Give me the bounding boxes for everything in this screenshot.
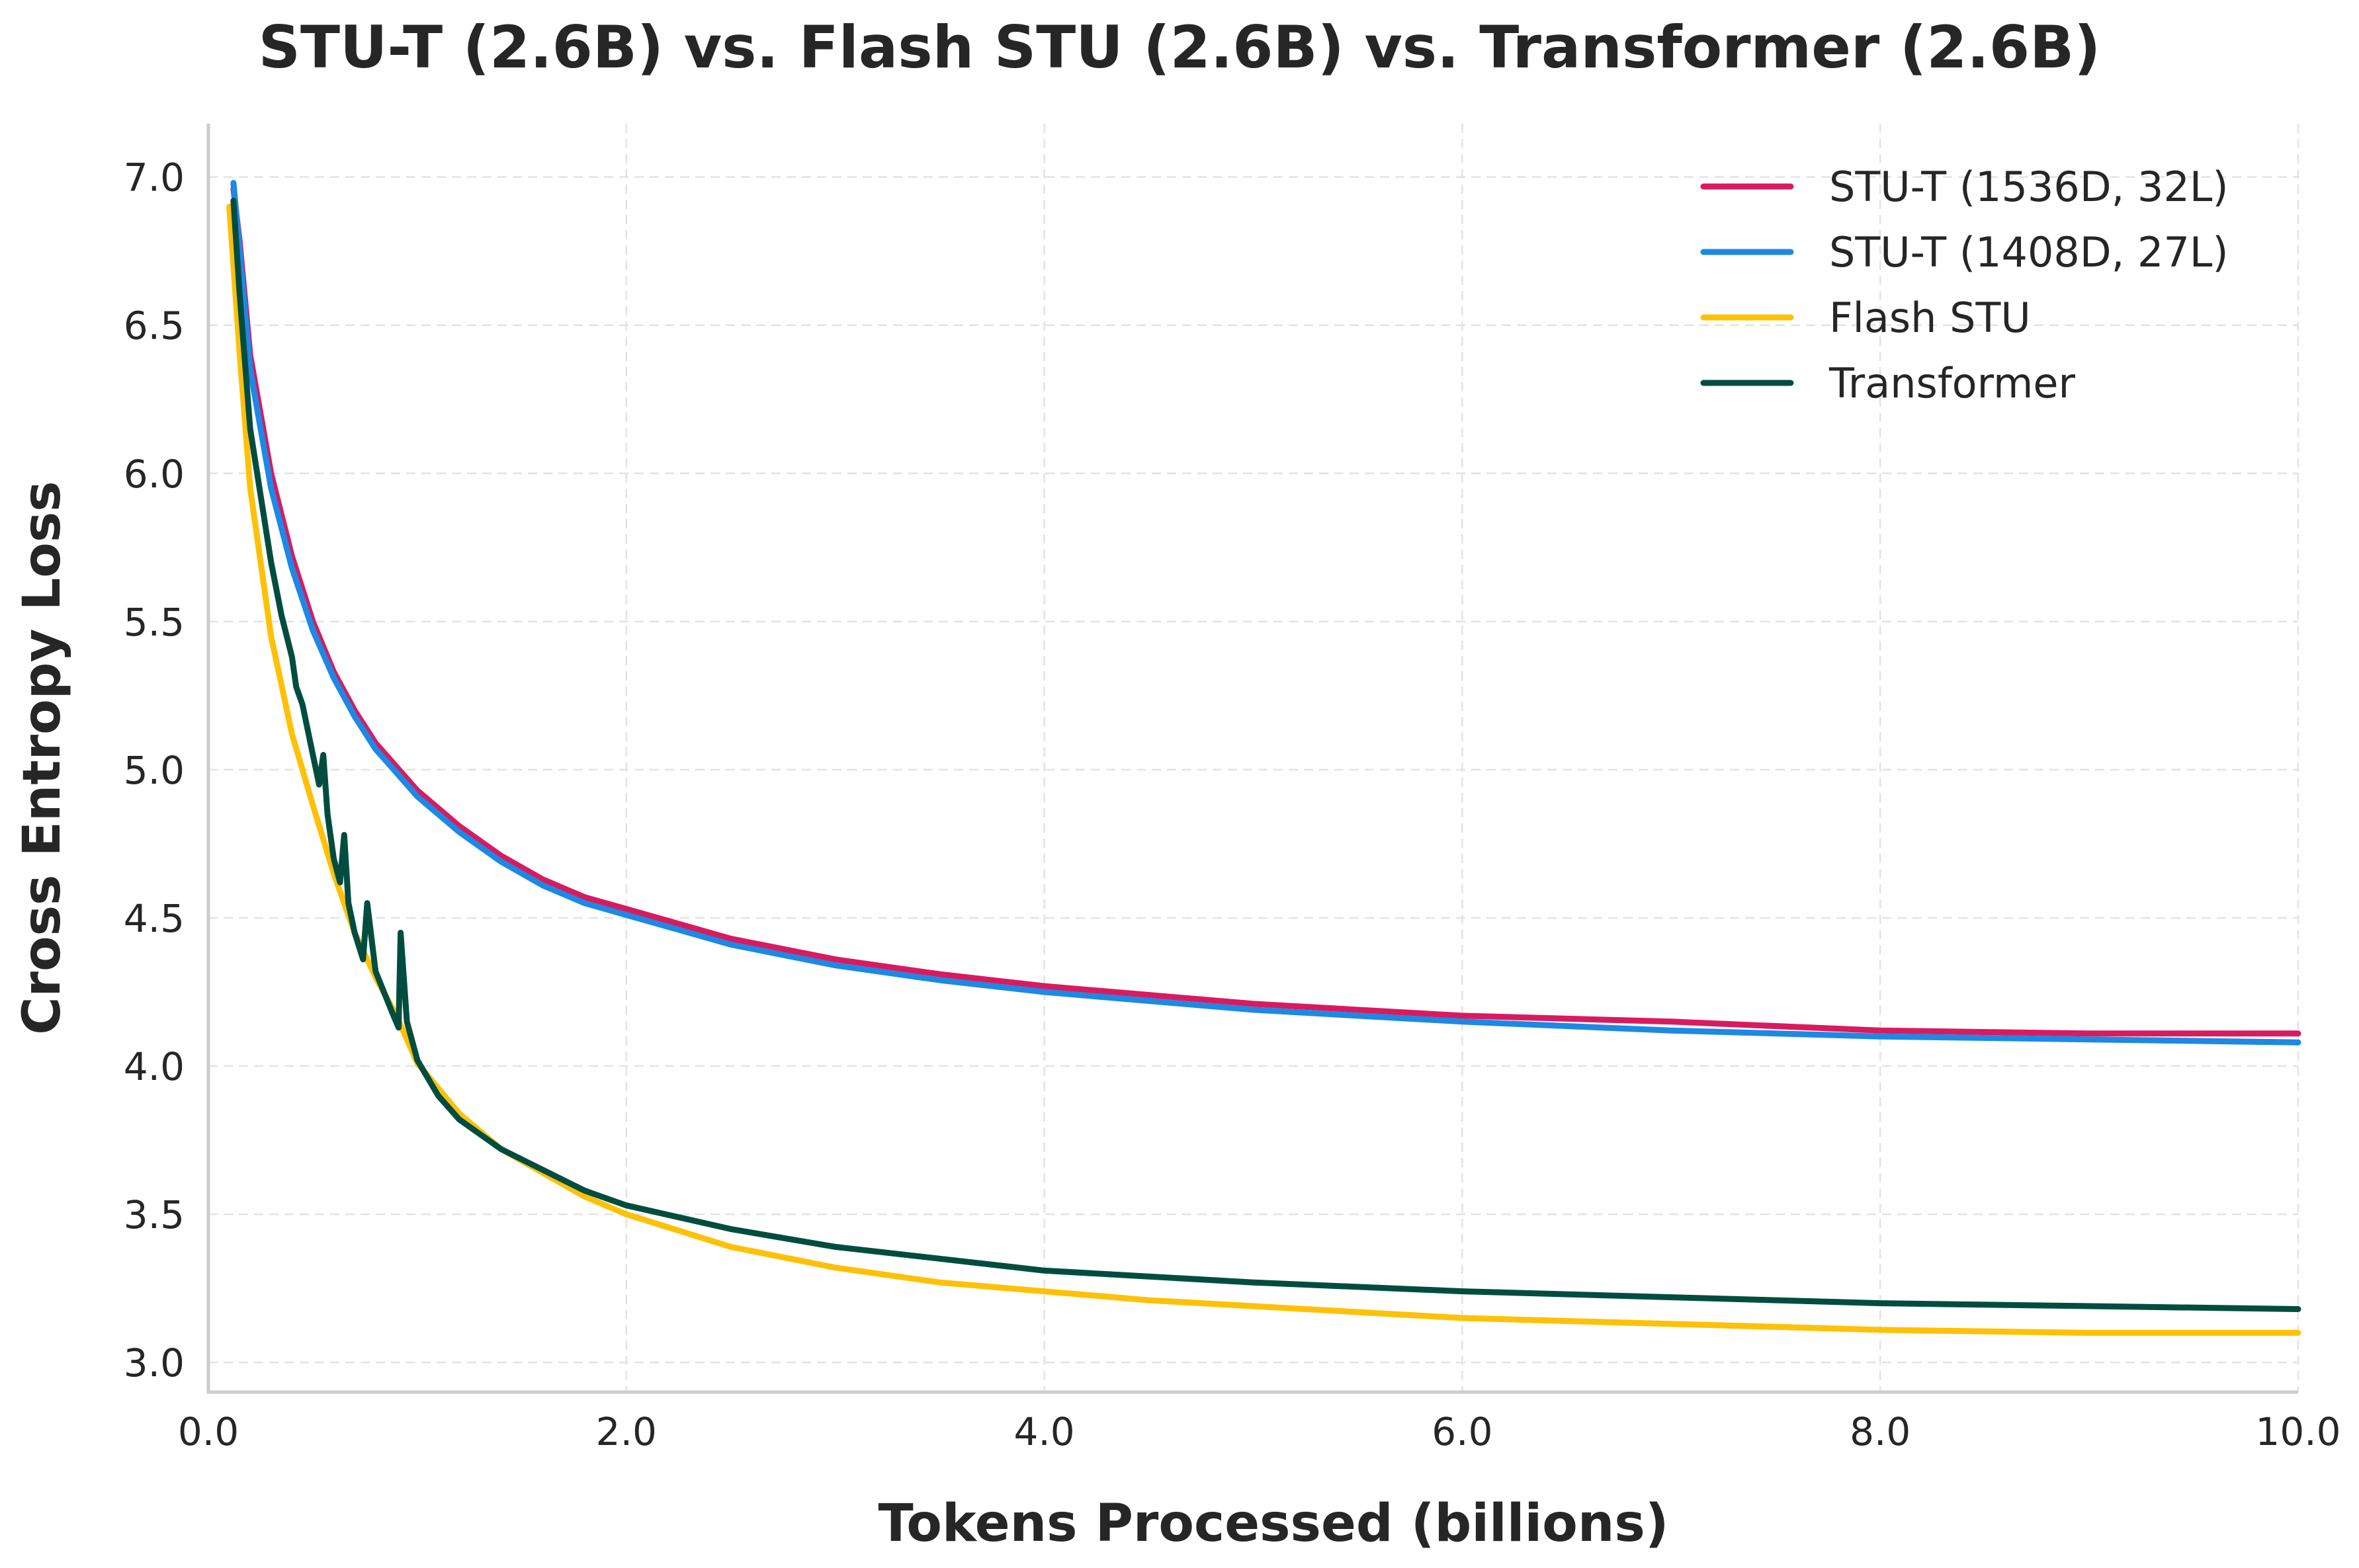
x-ticks: 0.0 2.0 4.0 6.0 8.0 10.0 bbox=[178, 1409, 2341, 1454]
y-ticks: 3.0 3.5 4.0 4.5 5.0 5.5 6.0 6.5 7.0 bbox=[124, 155, 185, 1386]
legend: STU-T (1536D, 32L) STU-T (1408D, 27L) Flas… bbox=[1700, 163, 2229, 407]
y-tick-label: 3.0 bbox=[124, 1341, 185, 1385]
y-tick-label: 6.5 bbox=[124, 304, 185, 349]
legend-label: Flash STU bbox=[1829, 294, 2031, 342]
y-axis-label: Cross Entropy Loss bbox=[13, 481, 72, 1034]
x-tick-label: 4.0 bbox=[1013, 1409, 1074, 1454]
legend-label: STU-T (1536D, 32L) bbox=[1829, 163, 2229, 211]
legend-label: STU-T (1408D, 27L) bbox=[1829, 228, 2229, 276]
legend-label: Transformer bbox=[1828, 359, 2076, 407]
chart-title: STU-T (2.6B) vs. Flash STU (2.6B) vs. Tr… bbox=[259, 13, 2101, 81]
y-tick-label: 5.0 bbox=[124, 748, 185, 793]
axes-spines bbox=[206, 124, 2298, 1394]
y-tick-label: 3.5 bbox=[124, 1192, 185, 1237]
y-tick-label: 4.5 bbox=[124, 896, 185, 941]
y-tick-label: 4.0 bbox=[124, 1044, 185, 1089]
y-tick-label: 5.5 bbox=[124, 600, 185, 645]
x-tick-label: 6.0 bbox=[1432, 1409, 1492, 1454]
y-tick-label: 7.0 bbox=[124, 155, 185, 200]
x-tick-label: 0.0 bbox=[178, 1409, 239, 1454]
y-tick-label: 6.0 bbox=[124, 452, 185, 497]
grid-lines bbox=[208, 124, 2299, 1392]
data-series bbox=[226, 180, 2301, 1336]
series-line-stu-t-1536d-32l bbox=[230, 186, 2301, 1037]
series-line-stu-t-1408d-27l bbox=[230, 180, 2301, 1046]
x-tick-label: 2.0 bbox=[596, 1409, 657, 1454]
x-tick-label: 8.0 bbox=[1850, 1409, 1910, 1454]
series-line-transformer bbox=[230, 198, 2301, 1312]
x-axis-label: Tokens Processed (billions) bbox=[879, 1494, 1669, 1553]
x-tick-label: 10.0 bbox=[2255, 1409, 2340, 1454]
